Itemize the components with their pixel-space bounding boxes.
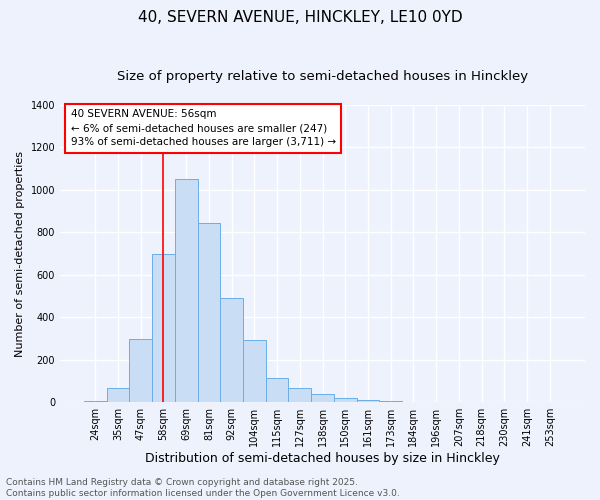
Bar — [266, 378, 289, 402]
Bar — [289, 388, 311, 402]
Bar — [379, 401, 402, 402]
Y-axis label: Number of semi-detached properties: Number of semi-detached properties — [15, 150, 25, 356]
Bar — [175, 180, 197, 402]
Bar — [243, 340, 266, 402]
Text: 40 SEVERN AVENUE: 56sqm
← 6% of semi-detached houses are smaller (247)
93% of se: 40 SEVERN AVENUE: 56sqm ← 6% of semi-det… — [71, 110, 335, 148]
X-axis label: Distribution of semi-detached houses by size in Hinckley: Distribution of semi-detached houses by … — [145, 452, 500, 465]
Bar — [197, 223, 220, 402]
Bar — [220, 298, 243, 402]
Bar — [84, 401, 107, 402]
Bar — [356, 400, 379, 402]
Text: Contains HM Land Registry data © Crown copyright and database right 2025.
Contai: Contains HM Land Registry data © Crown c… — [6, 478, 400, 498]
Bar — [130, 338, 152, 402]
Text: 40, SEVERN AVENUE, HINCKLEY, LE10 0YD: 40, SEVERN AVENUE, HINCKLEY, LE10 0YD — [137, 10, 463, 25]
Bar — [311, 394, 334, 402]
Bar — [152, 254, 175, 402]
Title: Size of property relative to semi-detached houses in Hinckley: Size of property relative to semi-detach… — [117, 70, 528, 83]
Bar — [334, 398, 356, 402]
Bar — [107, 388, 130, 402]
